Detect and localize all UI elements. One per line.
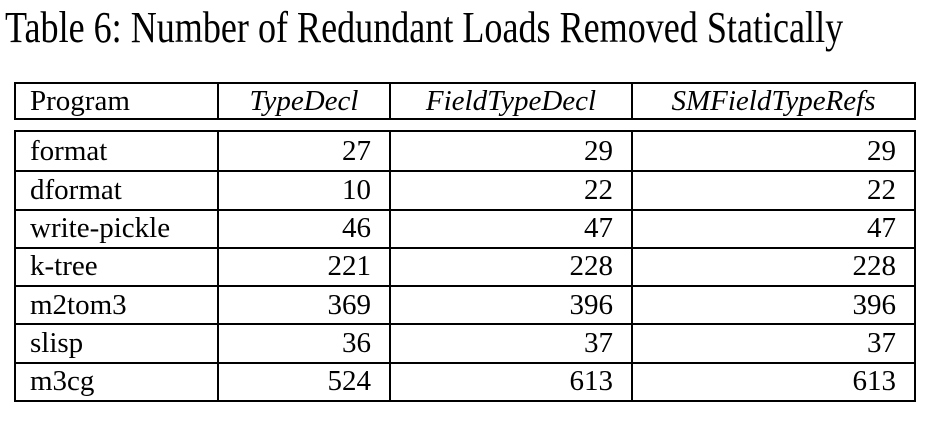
program-name-cell: write-pickle (16, 210, 219, 247)
table-header-row: Program TypeDecl FieldTypeDecl SMFieldTy… (14, 82, 916, 120)
table-row: dformat 10 22 22 (16, 170, 914, 209)
header-cell-smfieldtyperefs: SMFieldTypeRefs (671, 84, 876, 117)
program-name-cell: m3cg (16, 363, 219, 400)
table-body: format 27 29 29 dformat 10 22 22 write-p… (14, 130, 916, 402)
program-name-cell: slisp (16, 325, 219, 362)
table-row: write-pickle 46 47 47 (16, 208, 914, 247)
table-row: slisp 36 37 37 (16, 323, 914, 362)
value-cell: 396 (852, 288, 897, 321)
value-cell: 37 (867, 327, 896, 360)
value-cell: 613 (852, 365, 897, 398)
value-cell: 29 (867, 134, 896, 167)
value-cell: 22 (391, 172, 633, 209)
value-cell: 369 (219, 287, 391, 324)
table-row: k-tree 221 228 228 (16, 246, 914, 286)
value-cell: 228 (391, 248, 633, 286)
table-caption: Table 6: Number of Redundant Loads Remov… (5, 3, 844, 52)
program-name-cell: k-tree (16, 248, 219, 286)
program-name-cell: format (16, 132, 219, 171)
value-cell: 228 (852, 250, 897, 283)
value-cell: 27 (219, 132, 391, 171)
value-cell: 10 (219, 172, 391, 209)
header-cell-program: Program (16, 84, 219, 118)
table-row: m2tom3 369 396 396 (16, 285, 914, 324)
table-row: format 27 29 29 (16, 132, 914, 171)
value-cell: 37 (391, 325, 633, 362)
value-cell: 46 (219, 210, 391, 247)
value-cell: 524 (219, 363, 391, 400)
value-cell: 396 (391, 287, 633, 324)
value-cell: 221 (219, 248, 391, 286)
program-name-cell: m2tom3 (16, 287, 219, 324)
value-cell: 47 (391, 210, 633, 247)
value-cell: 22 (867, 173, 896, 206)
header-cell-typedecl: TypeDecl (219, 84, 391, 118)
program-name-cell: dformat (16, 172, 219, 209)
table-row: m3cg 524 613 613 (16, 361, 914, 400)
value-cell: 29 (391, 132, 633, 171)
header-cell-fieldtypedecl: FieldTypeDecl (391, 84, 633, 118)
value-cell: 47 (867, 212, 896, 245)
value-cell: 36 (219, 325, 391, 362)
value-cell: 613 (391, 363, 633, 400)
